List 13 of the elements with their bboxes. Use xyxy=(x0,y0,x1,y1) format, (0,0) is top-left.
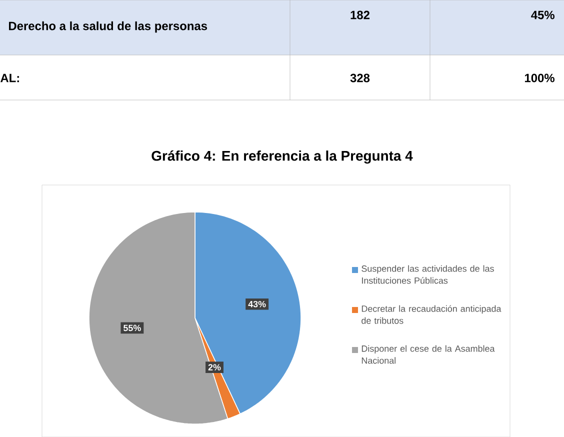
text: 328 xyxy=(350,74,370,82)
text: 45% xyxy=(531,10,554,20)
data-label: 55% xyxy=(123,324,141,332)
legend-label: Disponer el cese de la Asamblea Nacional xyxy=(362,345,495,364)
text: 100% xyxy=(524,74,554,82)
text: AL: xyxy=(0,74,19,82)
legend-label: Decretar la recaudación anticipada de tributos xyxy=(362,305,502,324)
text: Derecho a la salud de las personas xyxy=(8,21,208,33)
legend-label: Suspender las actividades de las Instituciones Públicas xyxy=(362,265,494,284)
text: 182 xyxy=(350,10,370,20)
data-label: 2% xyxy=(208,364,221,370)
data-label: 43% xyxy=(248,300,266,308)
chart-title: Gráfico 4: En referencia a la Pregunta 4 xyxy=(152,150,413,164)
